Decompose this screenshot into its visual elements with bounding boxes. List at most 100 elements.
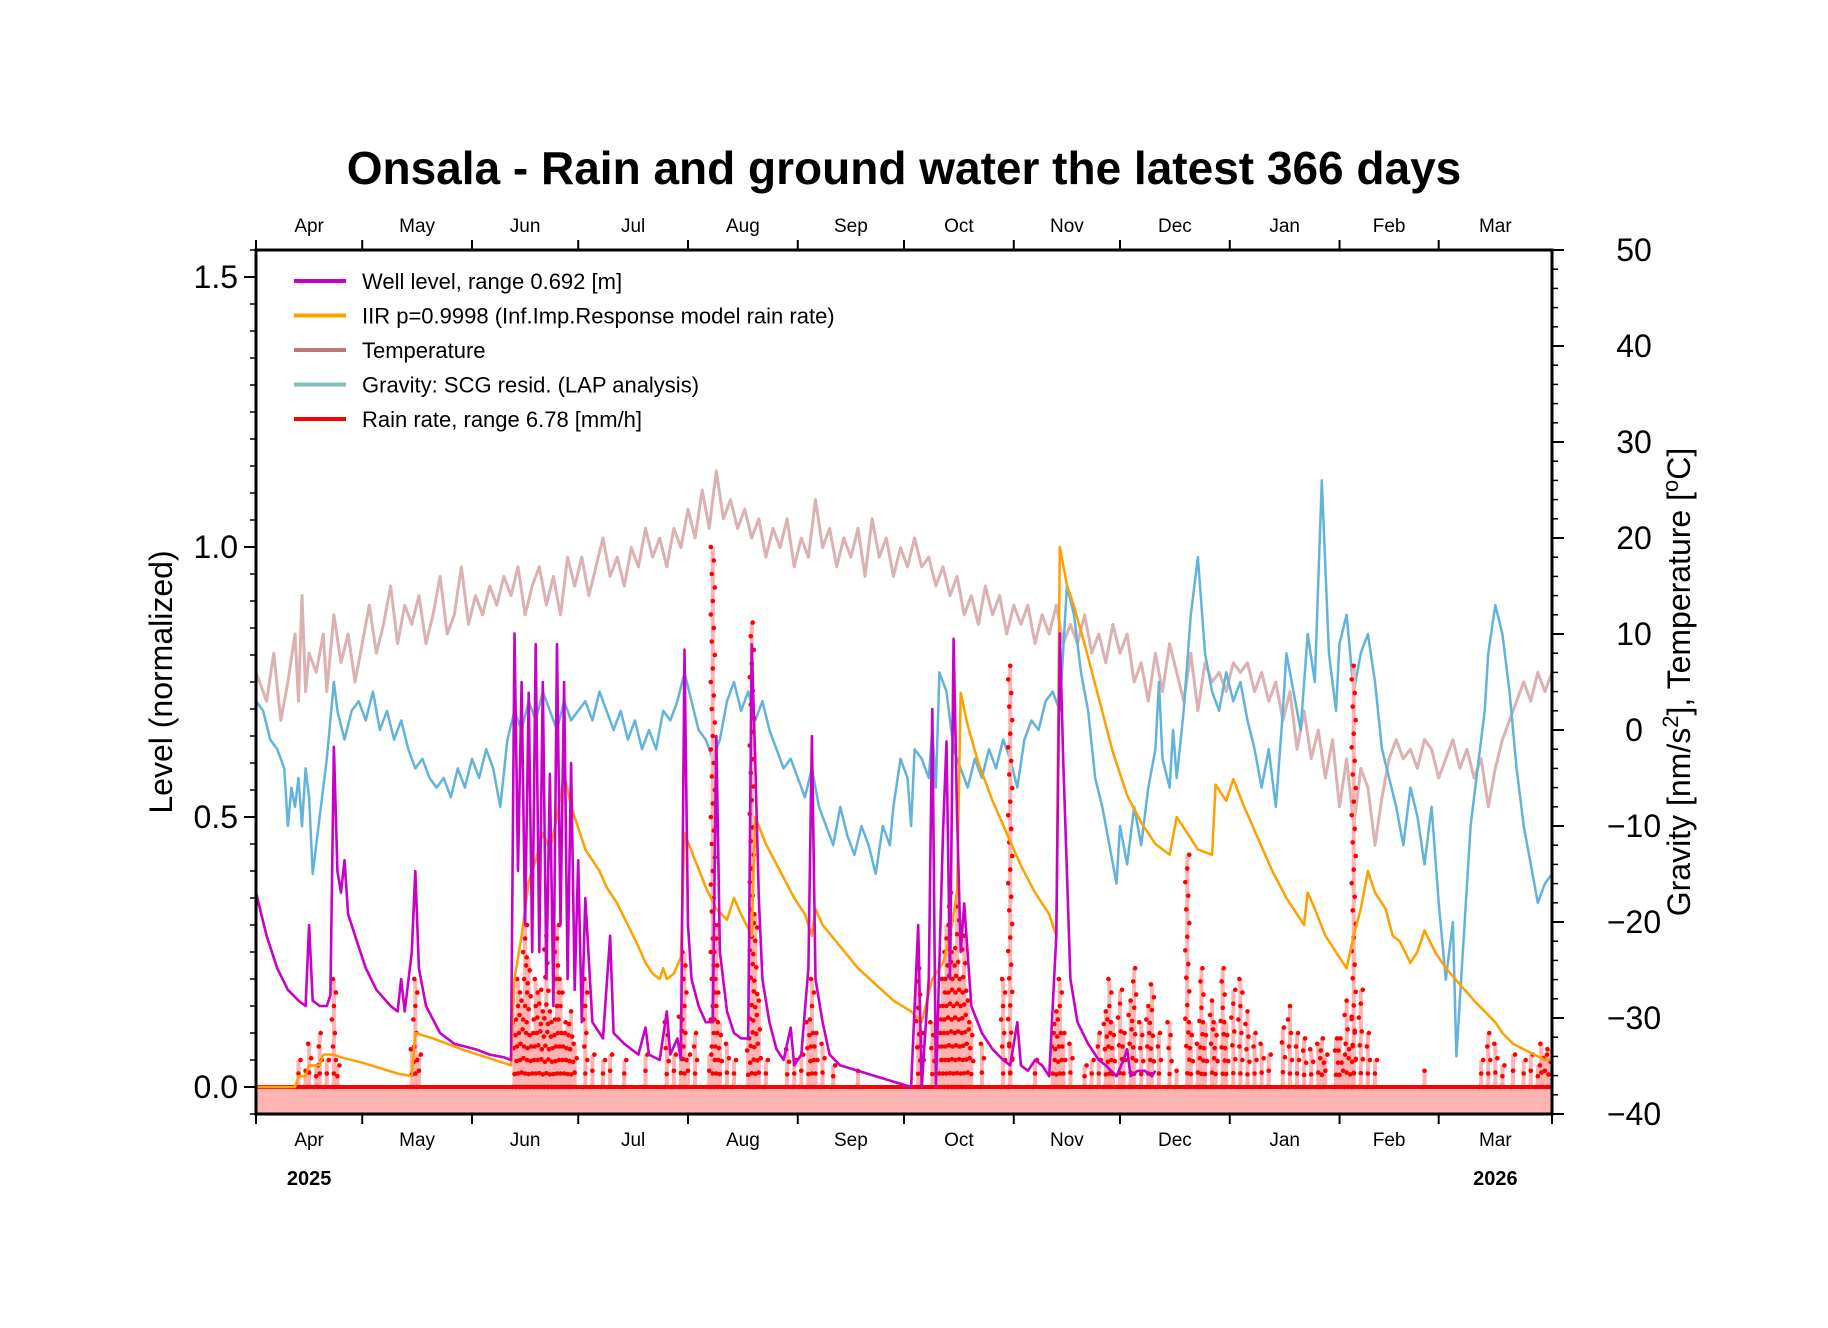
rain-point [1007, 1003, 1013, 1008]
rain-point [1538, 1041, 1543, 1047]
rain-point [756, 1070, 762, 1075]
rain-point [745, 1072, 751, 1078]
rain-point [712, 652, 718, 658]
rain-point [750, 961, 756, 967]
rain-point [1280, 1069, 1286, 1075]
rain-point [1185, 961, 1191, 967]
rain-point [331, 1071, 337, 1076]
rain-point [1006, 772, 1012, 777]
rain-point [965, 998, 971, 1003]
rain-point [1056, 976, 1062, 982]
rain-point [999, 1044, 1005, 1049]
rain-point [753, 965, 759, 970]
rain-point [1287, 1071, 1293, 1076]
rain-point [643, 1068, 648, 1074]
rain-point [752, 1004, 758, 1010]
rain-point [754, 925, 760, 930]
rain-point [1188, 1071, 1194, 1077]
rain-point [1006, 976, 1012, 981]
rain-point [1008, 690, 1014, 696]
rain-point [1315, 1070, 1321, 1075]
rain-point [1333, 1072, 1339, 1078]
rain-point [1259, 1070, 1264, 1075]
right-tick-label: 50 [1616, 232, 1652, 268]
rain-point [1480, 1057, 1486, 1063]
rain-point [1057, 1071, 1063, 1076]
rain-point [799, 1068, 804, 1074]
rain-point [711, 625, 717, 631]
rain-point [520, 1027, 525, 1032]
rain-point [333, 1057, 339, 1063]
rain-point [1204, 1058, 1210, 1064]
rain-point [1198, 979, 1203, 984]
rain-point [683, 1030, 688, 1036]
rain-point [1061, 1071, 1066, 1076]
rain-point [1359, 1029, 1365, 1034]
rain-point [724, 1070, 730, 1075]
rain-point [807, 1017, 813, 1022]
rain-point [557, 1044, 562, 1049]
rain-point [942, 990, 948, 995]
rain-point [516, 1030, 522, 1036]
rain-point [942, 1017, 947, 1022]
rain-point [1059, 990, 1065, 995]
rain-point [1209, 998, 1215, 1003]
rain-point [1493, 1070, 1498, 1075]
rain-point [1138, 1071, 1144, 1077]
rain-point [1200, 1019, 1206, 1025]
right-tick-label: −40 [1607, 1096, 1661, 1132]
rain-point [305, 1041, 311, 1047]
left-tick-label: 0.5 [194, 799, 238, 835]
rain-point [331, 1003, 337, 1009]
rain-point [537, 1029, 543, 1034]
bottom-month-label: Jun [510, 1130, 541, 1151]
rain-point [949, 1017, 954, 1022]
rain-point [1332, 1048, 1338, 1053]
rain-point [1286, 1044, 1292, 1049]
rain-point [528, 993, 533, 999]
rain-point [708, 679, 714, 685]
rain-point [1148, 1046, 1154, 1051]
rain-point [733, 1057, 739, 1063]
rain-point [523, 963, 529, 968]
rain-point [1367, 1057, 1373, 1063]
rain-point [418, 1052, 424, 1057]
rain-point [1336, 1048, 1341, 1053]
rain-point [1253, 1030, 1258, 1036]
bottom-month-label: Dec [1158, 1130, 1192, 1151]
rain-point [1184, 1002, 1190, 1008]
rain-point [1201, 992, 1206, 997]
rain-point [815, 1057, 820, 1063]
rain-point [939, 1057, 944, 1063]
rain-point [956, 1017, 961, 1022]
well-level-line [256, 632, 1157, 1089]
rain-point [1486, 1030, 1492, 1036]
rain-point [1108, 1019, 1114, 1025]
rain-point [1133, 1058, 1139, 1063]
rain-point [1133, 992, 1139, 997]
rain-point [965, 1070, 971, 1075]
legend-label: IIR p=0.9998 (Inf.Imp.Response model rai… [362, 304, 835, 329]
rain-point [521, 1055, 526, 1061]
rain-point [1353, 989, 1359, 995]
top-month-label: Dec [1158, 216, 1192, 237]
rain-point [1319, 1072, 1325, 1078]
rain-point [525, 1045, 530, 1051]
rain-point [1296, 1057, 1302, 1063]
rain-point [1352, 690, 1358, 696]
rain-point [1351, 867, 1357, 872]
rain-point [1108, 1030, 1113, 1036]
rain-point [623, 1057, 629, 1063]
rain-point [941, 1030, 947, 1036]
rain-point [784, 1072, 790, 1077]
rain-point [1321, 1060, 1327, 1065]
rain-point [1310, 1059, 1316, 1065]
rain-point [1198, 1045, 1203, 1050]
iir-series [256, 545, 1552, 1089]
rain-point [1233, 987, 1238, 993]
rain-point [962, 960, 968, 966]
rain-point [1007, 731, 1013, 737]
rain-point [731, 1071, 737, 1076]
rain-point [520, 949, 526, 955]
